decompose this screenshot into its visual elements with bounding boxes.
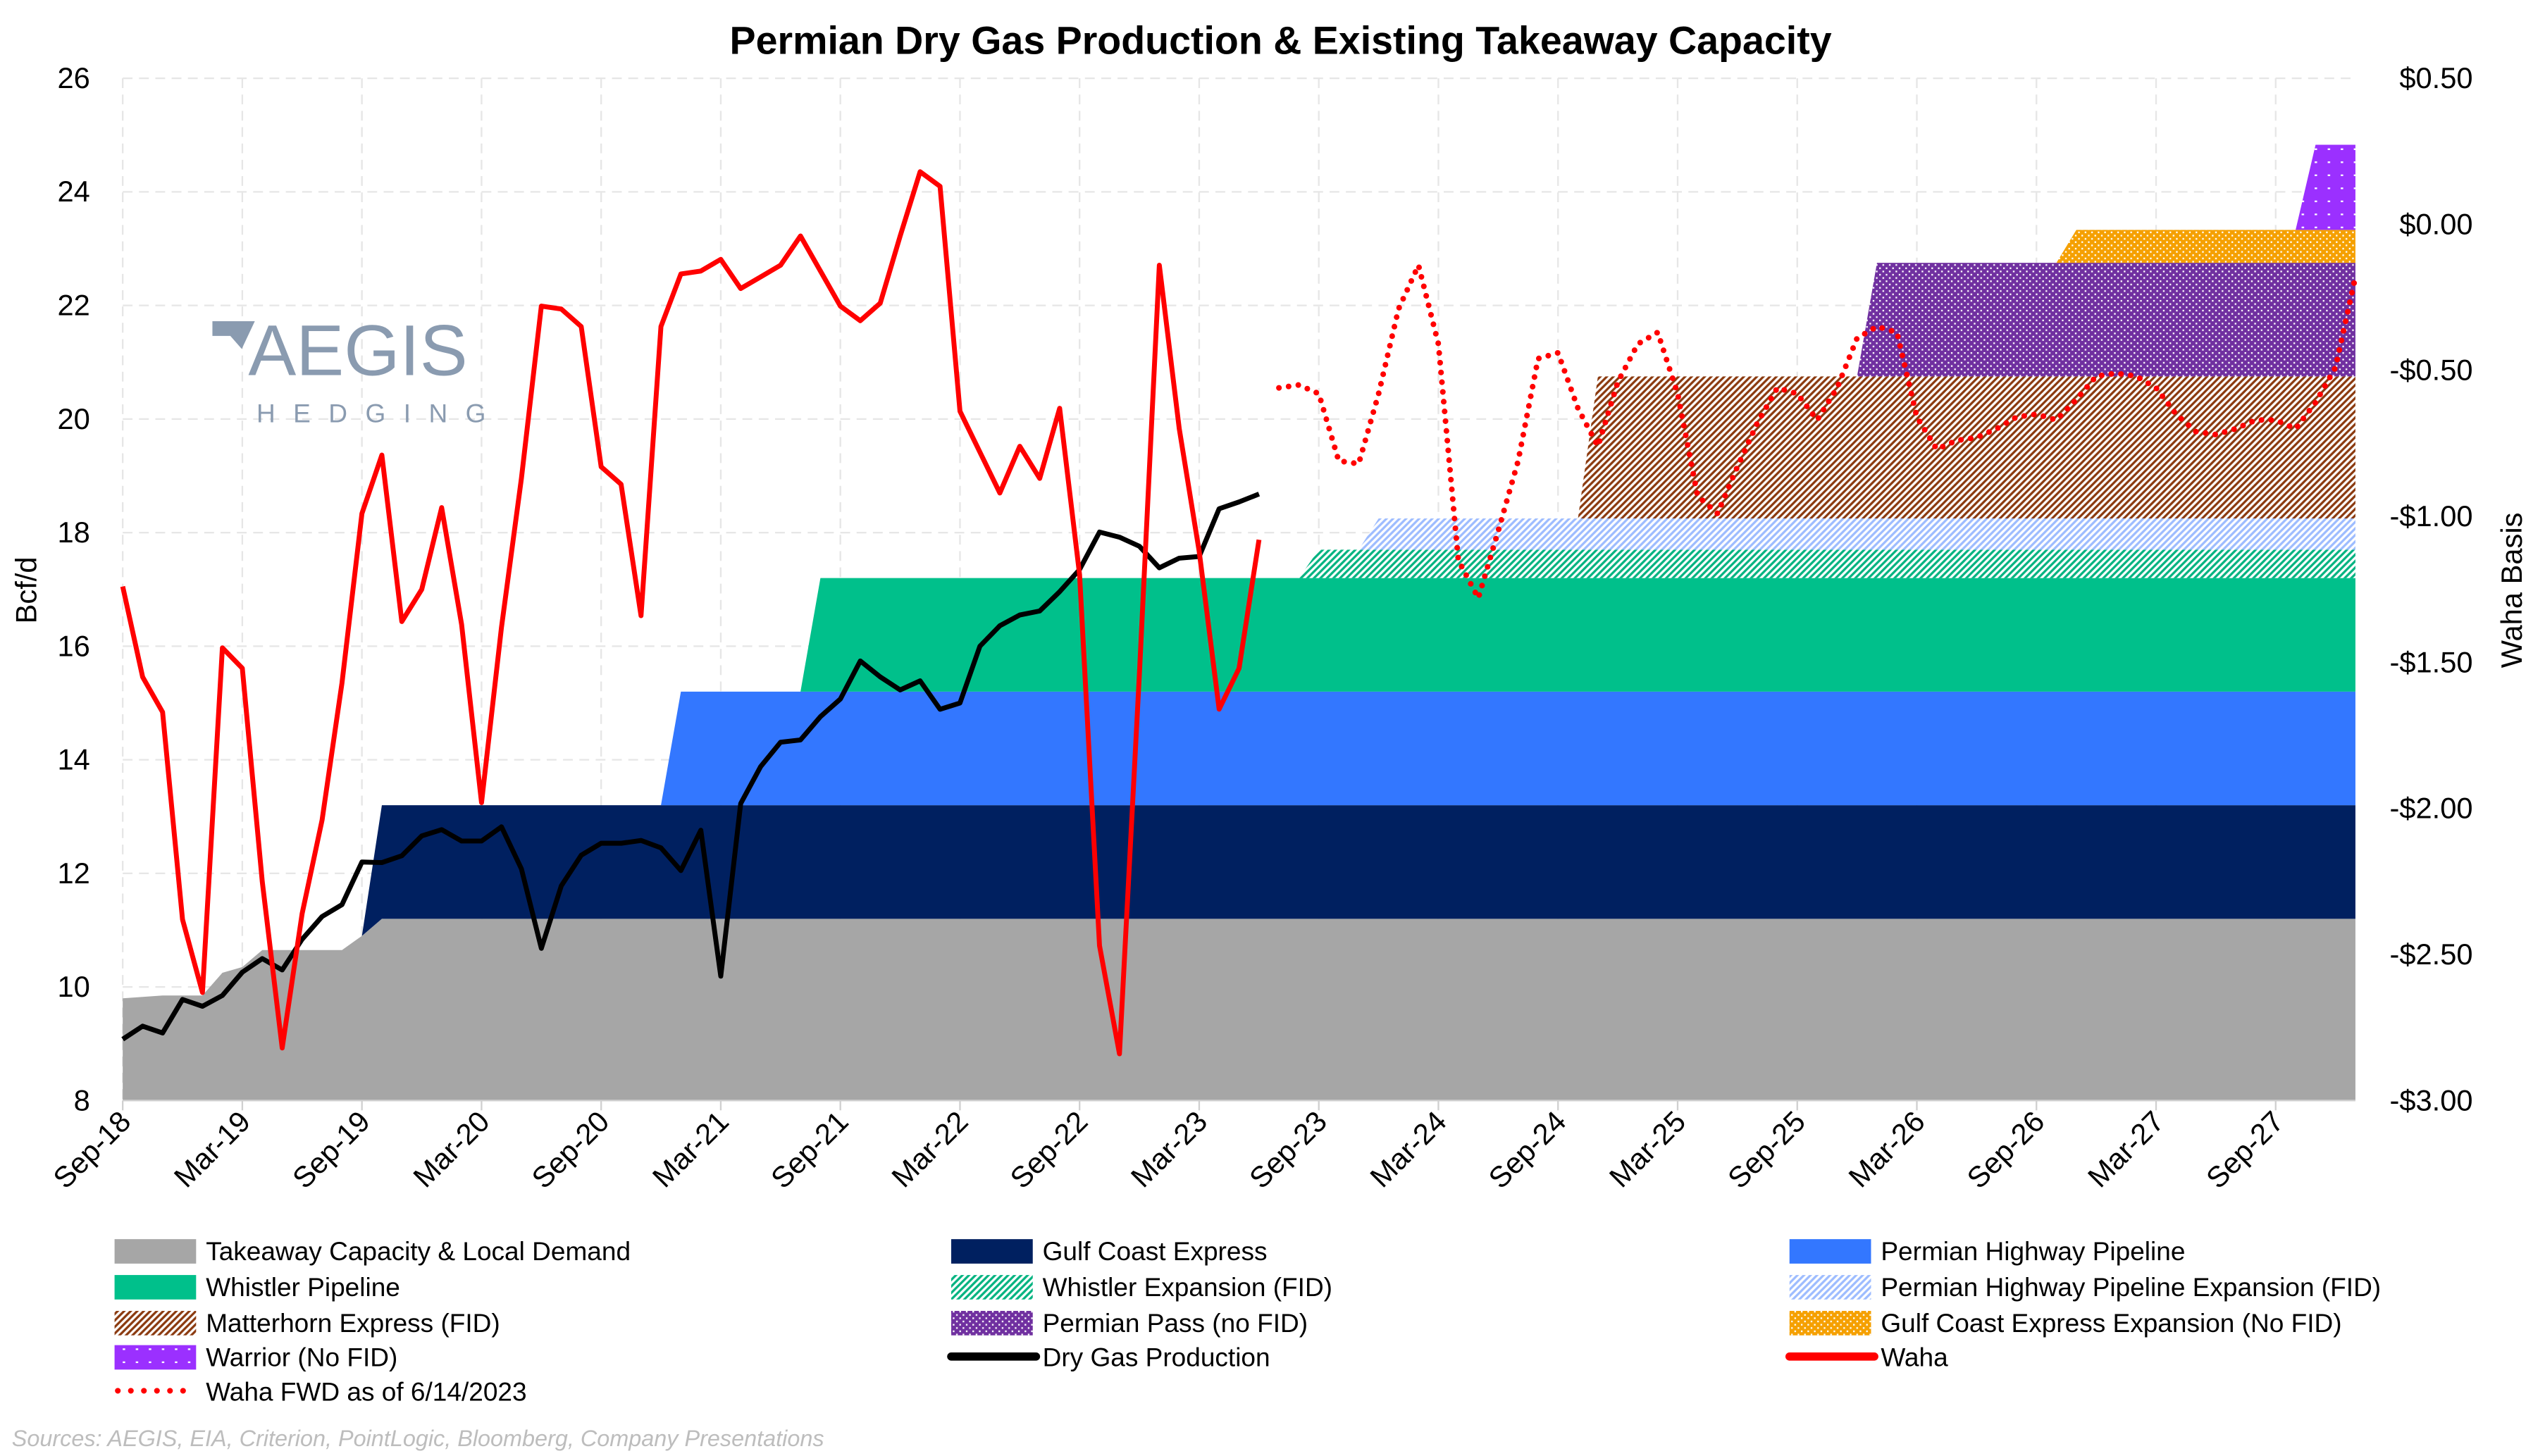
- legend-item: Dry Gas Production: [947, 1343, 1270, 1372]
- y2-tick-label: -$1.00: [2389, 499, 2472, 533]
- logo-name: AEGIS: [248, 310, 467, 390]
- area-takeaway-capacity-local-demand: [123, 919, 2355, 1101]
- area-gulf-coast-express: [123, 805, 2355, 999]
- legend-swatch: [1789, 1275, 1871, 1300]
- x-tick-label: Sep-27: [2200, 1105, 2290, 1195]
- y-tick-label: 12: [58, 857, 90, 890]
- x-tick-label: Sep-23: [1243, 1105, 1333, 1195]
- legend-label: Whistler Expansion (FID): [1043, 1272, 1332, 1302]
- y-tick-label: 22: [58, 289, 90, 322]
- legend-swatch: [951, 1239, 1033, 1264]
- logo-sub: HEDGING: [256, 398, 504, 428]
- x-tick-label: Mar-20: [407, 1105, 496, 1194]
- legend-item: Gulf Coast Express: [951, 1236, 1268, 1266]
- area-permian-highway-pipeline: [123, 691, 2355, 999]
- x-tick-label: Sep-26: [1960, 1105, 2050, 1195]
- legend-label: Dry Gas Production: [1043, 1343, 1270, 1372]
- x-tick-label: Sep-22: [1003, 1105, 1094, 1195]
- y2-tick-label: -$2.50: [2389, 938, 2472, 971]
- legend-swatch: [114, 1275, 197, 1300]
- legend-item: Matterhorn Express (FID): [114, 1308, 500, 1338]
- chart-title: Permian Dry Gas Production & Existing Ta…: [730, 18, 1832, 62]
- y-axis-title: Bcf/d: [9, 556, 42, 623]
- x-tick-label: Sep-21: [764, 1105, 855, 1195]
- legend-swatch: [114, 1345, 197, 1370]
- legend-item: Permian Pass (no FID): [951, 1308, 1308, 1338]
- legend-label: Matterhorn Express (FID): [206, 1308, 500, 1338]
- legend-swatch: [114, 1310, 197, 1336]
- legend-item: Whistler Expansion (FID): [951, 1272, 1332, 1302]
- legend-label: Waha FWD as of 6/14/2023: [206, 1376, 526, 1406]
- legend-item: Takeaway Capacity & Local Demand: [114, 1236, 631, 1266]
- x-tick-label: Mar-27: [2081, 1105, 2171, 1194]
- legend-label: Gulf Coast Express Expansion (No FID): [1881, 1308, 2341, 1338]
- legend-label: Permian Highway Pipeline Expansion (FID): [1881, 1272, 2381, 1302]
- legend-item: Permian Highway Pipeline: [1789, 1236, 2185, 1266]
- y-tick-label: 20: [58, 402, 90, 435]
- legend-label: Takeaway Capacity & Local Demand: [206, 1236, 631, 1266]
- source-note: Sources: AEGIS, EIA, Criterion, PointLog…: [12, 1426, 824, 1451]
- legend-swatch: [951, 1310, 1033, 1336]
- y-tick-label: 10: [58, 970, 90, 1003]
- y2-tick-label: $0.50: [2399, 61, 2472, 94]
- line-waha: [120, 169, 1262, 1057]
- x-tick-label: Mar-19: [168, 1105, 257, 1194]
- x-tick-label: Sep-20: [525, 1105, 615, 1195]
- x-tick-label: Sep-25: [1721, 1105, 1812, 1195]
- legend-swatch: [114, 1239, 197, 1264]
- x-tick-label: Mar-21: [646, 1105, 736, 1194]
- line-waha-fwd-as-of-6-14-2023: [1276, 262, 2358, 602]
- legend: Takeaway Capacity & Local Demand Gulf Coa…: [114, 1236, 2381, 1406]
- y-tick-label: 14: [58, 743, 90, 776]
- y2-tick-label: -$2.00: [2389, 792, 2472, 825]
- legend-item: Waha FWD as of 6/14/2023: [115, 1376, 527, 1406]
- x-tick-label: Mar-24: [1363, 1105, 1453, 1194]
- y-tick-label: 26: [58, 61, 90, 94]
- y-tick-label: 16: [58, 629, 90, 662]
- x-tick-label: Mar-23: [1125, 1105, 1214, 1194]
- legend-swatch: [1789, 1239, 1871, 1264]
- legend-label: Whistler Pipeline: [206, 1272, 400, 1302]
- y2-tick-label: $0.00: [2399, 207, 2472, 240]
- x-tick-label: Mar-26: [1842, 1105, 1931, 1194]
- y-tick-label: 8: [74, 1083, 90, 1116]
- x-tick-label: Mar-22: [885, 1105, 974, 1194]
- x-tick-label: Sep-19: [286, 1105, 376, 1195]
- area-matterhorn-express-fid: [123, 376, 2355, 999]
- legend-label: Warrior (No FID): [206, 1343, 397, 1372]
- legend-swatch: [1789, 1310, 1871, 1336]
- y-tick-label: 24: [58, 175, 90, 208]
- legend-swatch: [951, 1275, 1033, 1300]
- logo-mark: [212, 321, 255, 349]
- legend-label: Gulf Coast Express: [1043, 1236, 1268, 1266]
- legend-label: Waha: [1881, 1343, 1948, 1372]
- y2-axis-title: Waha Basis: [2495, 513, 2528, 668]
- y-tick-label: 18: [58, 516, 90, 549]
- aegis-logo: AEGIS HEDGING: [212, 310, 504, 428]
- legend-item: Whistler Pipeline: [114, 1272, 400, 1302]
- y2-tick-label: -$1.50: [2389, 645, 2472, 678]
- line-dry-gas-production: [121, 492, 1261, 1042]
- legend-item: Warrior (No FID): [114, 1343, 397, 1372]
- series-lines: [120, 169, 2358, 1057]
- capacity-areas: [123, 144, 2355, 1101]
- area-permian-pass-no-fid: [123, 263, 2355, 999]
- legend-item: Waha: [1785, 1343, 1948, 1372]
- legend-label: Permian Pass (no FID): [1043, 1308, 1308, 1338]
- y2-tick-label: -$3.00: [2389, 1083, 2472, 1116]
- legend-item: Permian Highway Pipeline Expansion (FID): [1789, 1272, 2381, 1302]
- y2-tick-label: -$0.50: [2389, 354, 2472, 387]
- area-whistler-pipeline: [123, 578, 2355, 999]
- legend-label: Permian Highway Pipeline: [1881, 1236, 2185, 1266]
- x-tick-label: Mar-25: [1603, 1105, 1692, 1194]
- x-tick-label: Sep-24: [1482, 1105, 1572, 1195]
- x-tick-label: Sep-18: [47, 1105, 137, 1195]
- legend-item: Gulf Coast Express Expansion (No FID): [1789, 1308, 2342, 1338]
